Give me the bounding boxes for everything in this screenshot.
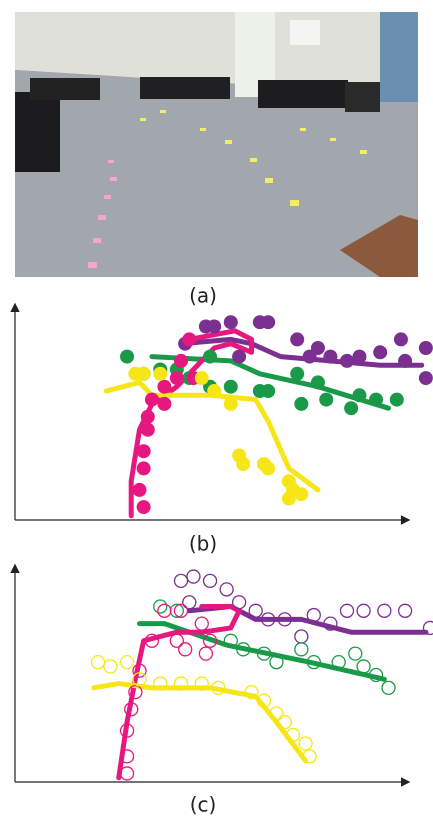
data-point xyxy=(278,716,291,729)
data-point xyxy=(203,350,217,364)
data-point xyxy=(195,617,208,630)
data-point xyxy=(341,604,354,617)
data-point xyxy=(145,393,159,407)
data-point xyxy=(224,315,238,329)
data-point xyxy=(175,574,188,587)
data-point xyxy=(207,384,221,398)
data-point xyxy=(141,423,155,437)
data-point xyxy=(390,393,404,407)
caption: (a) xyxy=(189,284,217,308)
data-point xyxy=(224,380,238,394)
data-point xyxy=(311,375,325,389)
data-point xyxy=(120,350,134,364)
data-point xyxy=(249,604,262,617)
photo xyxy=(15,12,418,277)
data-point xyxy=(182,332,196,346)
data-point xyxy=(369,393,383,407)
data-point xyxy=(319,393,333,407)
data-point xyxy=(179,643,192,656)
data-point xyxy=(121,767,134,780)
data-point xyxy=(137,444,151,458)
data-point xyxy=(137,461,151,475)
data-point xyxy=(295,630,308,643)
data-point xyxy=(183,596,196,609)
data-point xyxy=(187,570,200,583)
data-point xyxy=(344,401,358,415)
data-point xyxy=(323,350,337,364)
data-point xyxy=(382,681,395,694)
data-point xyxy=(137,500,151,514)
data-point xyxy=(104,660,117,673)
data-point xyxy=(352,388,366,402)
data-point xyxy=(233,596,246,609)
caption: (b) xyxy=(189,532,217,556)
data-point xyxy=(357,660,370,673)
data-point xyxy=(307,609,320,622)
data-point xyxy=(311,341,325,355)
data-point xyxy=(195,371,209,385)
data-point xyxy=(153,367,167,381)
data-point xyxy=(294,487,308,501)
data-point xyxy=(236,457,250,471)
data-point xyxy=(157,380,171,394)
data-point xyxy=(141,410,155,424)
data-point xyxy=(295,643,308,656)
data-point xyxy=(174,354,188,368)
data-point xyxy=(294,397,308,411)
data-point xyxy=(394,332,408,346)
data-point xyxy=(137,367,151,381)
data-point xyxy=(282,492,296,506)
data-point xyxy=(290,332,304,346)
data-point xyxy=(378,604,391,617)
figure: (a) (b) (c) xyxy=(0,0,433,824)
data-point xyxy=(349,647,362,660)
data-point xyxy=(232,350,246,364)
data-point xyxy=(261,315,275,329)
data-point xyxy=(299,737,312,750)
data-point xyxy=(340,354,354,368)
data-point xyxy=(170,371,184,385)
data-point xyxy=(92,656,105,669)
data-point xyxy=(157,397,171,411)
data-point xyxy=(220,583,233,596)
data-point xyxy=(419,371,433,385)
data-point xyxy=(261,384,275,398)
caption: (c) xyxy=(190,793,217,817)
data-point xyxy=(121,656,134,669)
data-point xyxy=(207,320,221,334)
data-point xyxy=(133,483,147,497)
data-point xyxy=(352,350,366,364)
data-point xyxy=(170,634,183,647)
data-point xyxy=(357,604,370,617)
data-point xyxy=(373,345,387,359)
data-point xyxy=(261,461,275,475)
data-point xyxy=(399,604,412,617)
data-point xyxy=(224,397,238,411)
data-point xyxy=(290,367,304,381)
data-point xyxy=(398,354,412,368)
page: (a) (b) (c) (() => { const data = JSON.p… xyxy=(0,0,433,824)
data-point xyxy=(419,341,433,355)
data-point xyxy=(204,574,217,587)
data-point xyxy=(199,647,212,660)
